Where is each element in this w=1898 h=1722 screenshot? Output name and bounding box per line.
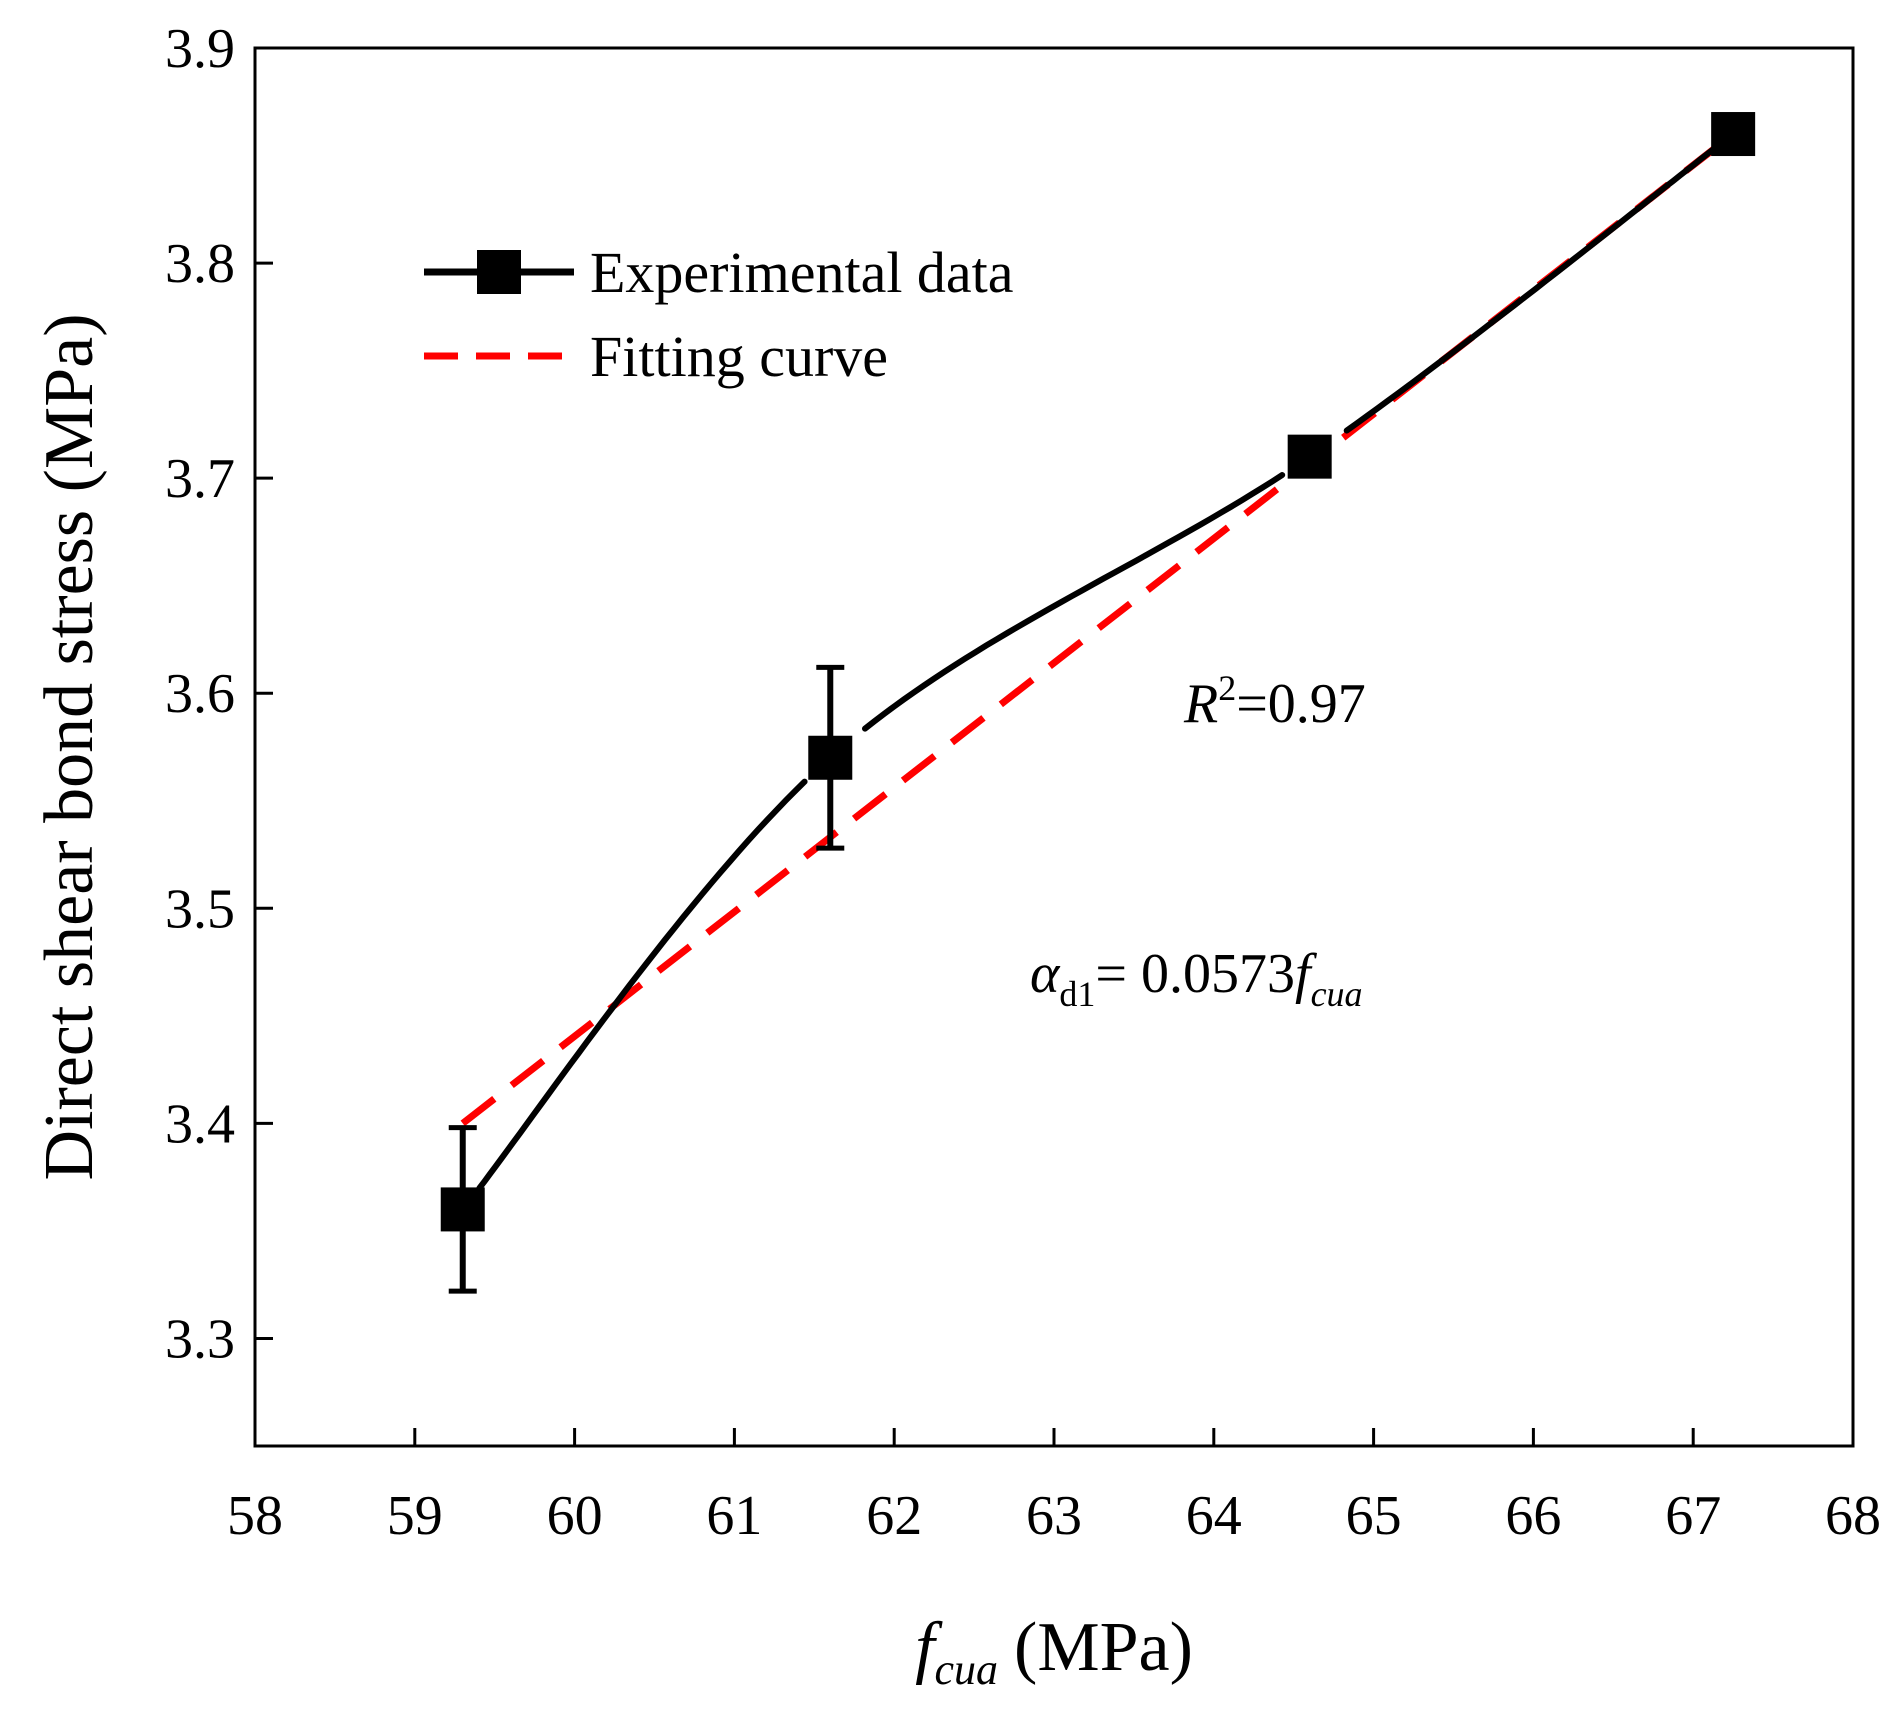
experimental-data-point-0: [440, 1187, 485, 1232]
x-tick-label-60: 60: [547, 1485, 603, 1547]
legend: Experimental data Fitting curve: [424, 240, 1014, 389]
y-tick-label-3.8: 3.8: [165, 233, 235, 295]
x-tick-label-64: 64: [1186, 1485, 1242, 1547]
y-tick-label-3.3: 3.3: [165, 1308, 235, 1370]
fitting-equation-annotation: αd1= 0.0573fcua: [1030, 943, 1363, 1014]
x-tick-label-68: 68: [1825, 1485, 1881, 1547]
experimental-data-point-3: [1711, 112, 1756, 157]
y-tick-label-3.5: 3.5: [165, 878, 235, 940]
x-tick-label-61: 61: [706, 1485, 762, 1547]
experimental-data-point-1: [808, 735, 853, 780]
axis-tick-labels: 58 59 60 61 62 63 64 65 66 67 68 3.3 3.4 3.5 3.6 3.7 3.8…: [165, 18, 1881, 1547]
experimental-curve-segment: [862, 472, 1286, 732]
experimental-series-layer: [440, 112, 1756, 1294]
x-tick-label-59: 59: [387, 1485, 443, 1547]
y-tick-label-3.9: 3.9: [165, 18, 235, 80]
x-tick-label-62: 62: [866, 1485, 922, 1547]
x-axis-title: fcua (MPa): [915, 1609, 1193, 1694]
r-squared-annotation: R2=0.97: [1183, 668, 1366, 735]
x-tick-label-58: 58: [227, 1485, 283, 1547]
y-tick-label-3.6: 3.6: [165, 663, 235, 725]
y-tick-label-3.7: 3.7: [165, 448, 235, 510]
x-tick-label-66: 66: [1505, 1485, 1561, 1547]
y-tick-label-3.4: 3.4: [165, 1093, 235, 1155]
x-tick-label-67: 67: [1665, 1485, 1721, 1547]
experimental-curve-segment: [1343, 141, 1723, 434]
y-axis-title: Direct shear bond stress (MPa): [31, 313, 108, 1180]
legend-experimental-label: Experimental data: [590, 240, 1014, 305]
legend-fitting-label: Fitting curve: [590, 324, 888, 389]
experimental-curve-segment: [476, 778, 808, 1192]
legend-experimental-marker: [477, 250, 521, 294]
x-axis-title-unit: (MPa): [1014, 1609, 1193, 1686]
x-tick-label-63: 63: [1026, 1485, 1082, 1547]
experimental-data-point-2: [1287, 434, 1332, 479]
x-tick-label-65: 65: [1346, 1485, 1402, 1547]
axis-ticks: [253, 46, 1855, 1446]
x-axis-title-subscript: cua: [935, 1645, 999, 1694]
